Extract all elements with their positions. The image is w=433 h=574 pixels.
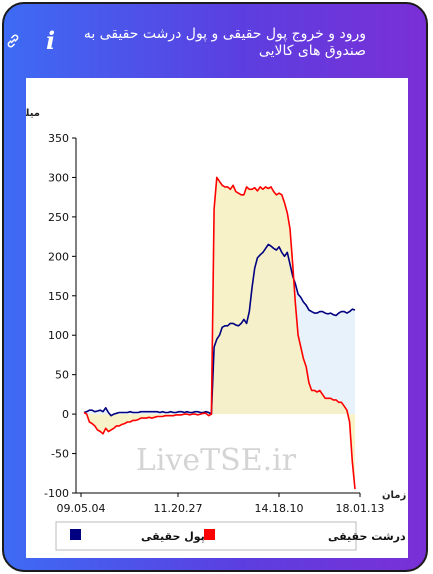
x-tick-label: 18.01.13: [336, 502, 385, 515]
y-tick-label: 250: [48, 211, 69, 224]
legend-label-1[interactable]: پول درشت حقیقی: [328, 530, 408, 543]
x-tick-label: 11.20.27: [154, 502, 203, 515]
chart-panel: LiveTSE.ir -100 -50 0 50 100 150 200 250 300 350 0…: [26, 78, 408, 558]
chart-card: ورود و خروج پول حقیقی و پول درشت حقیقی ب…: [2, 2, 428, 572]
card-header: ورود و خروج پول حقیقی و پول درشت حقیقی ب…: [4, 4, 426, 78]
x-tick-label: 14.18.10: [255, 502, 304, 515]
y-tick-label: -100: [44, 487, 69, 500]
x-tick-label: 09.05.04: [57, 502, 106, 515]
card-title: ورود و خروج پول حقیقی و پول درشت حقیقی ب…: [83, 26, 366, 59]
legend-swatch-0: [70, 529, 81, 540]
y-tick-label: 200: [48, 250, 69, 263]
watermark: LiveTSE.ir: [136, 443, 297, 478]
y-tick-label: 350: [48, 132, 69, 145]
series-line-0: [83, 243, 356, 417]
y-tick-label: 0: [62, 408, 69, 421]
y-axis-label: میلیارد تومان: [26, 108, 40, 119]
y-tick-label: 300: [48, 171, 69, 184]
y-tick-label: 150: [48, 290, 69, 303]
y-tick-label: -50: [51, 448, 69, 461]
chart-svg: LiveTSE.ir -100 -50 0 50 100 150 200 250 300 350 0…: [26, 108, 408, 551]
x-axis-label: زمان: [382, 490, 406, 501]
series-line-1: [83, 176, 356, 490]
legend-label-0[interactable]: پول حقیقی: [141, 530, 205, 543]
legend-swatch-1: [204, 529, 215, 540]
link-icon[interactable]: [4, 32, 22, 50]
y-tick-label: 50: [55, 369, 69, 382]
info-icon[interactable]: i: [46, 26, 56, 55]
y-tick-label: 100: [48, 329, 69, 342]
